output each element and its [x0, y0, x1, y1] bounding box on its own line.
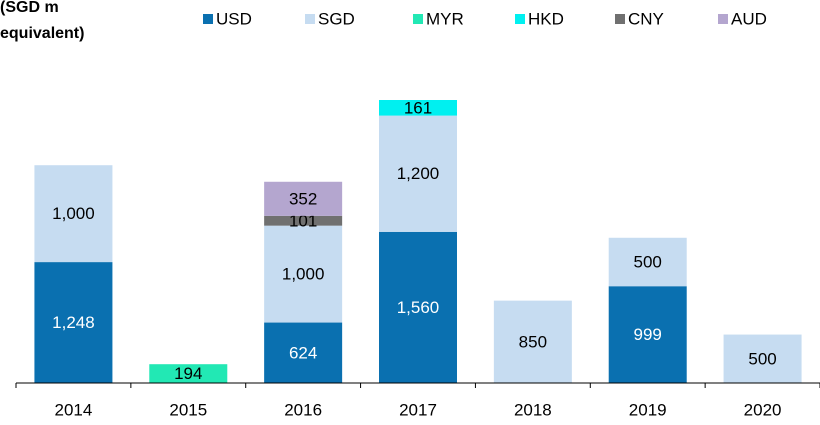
bar-segment	[379, 115, 457, 232]
legend-label: HKD	[528, 9, 564, 28]
x-tick-label: 2014	[55, 400, 93, 419]
legend-label: SGD	[318, 9, 355, 28]
data-label: 500	[748, 349, 776, 368]
bar-segment	[149, 364, 228, 383]
chart-title: equivalent)	[0, 25, 84, 42]
legend-swatch	[615, 14, 625, 24]
data-label: 1,560	[397, 298, 440, 317]
data-label: 1,000	[282, 265, 325, 284]
data-label: 1,248	[52, 313, 95, 332]
data-label: 850	[519, 332, 547, 351]
chart-title: (SGD m	[0, 0, 59, 16]
legend-label: MYR	[426, 9, 464, 28]
x-tick-label: 2018	[514, 400, 552, 419]
legend-swatch	[718, 14, 728, 24]
x-tick-label: 2020	[744, 400, 782, 419]
bar-segment	[264, 181, 343, 216]
data-label: 624	[289, 343, 317, 362]
bar-segment	[264, 215, 343, 226]
data-label: 500	[634, 252, 662, 271]
x-tick-label: 2019	[629, 400, 667, 419]
bar-segment	[379, 100, 457, 116]
bar-segment	[264, 225, 343, 323]
bar-segment	[34, 165, 113, 263]
legend-swatch	[413, 14, 423, 24]
x-tick-label: 2015	[169, 400, 207, 419]
legend-swatch	[203, 14, 213, 24]
legend-swatch	[305, 14, 315, 24]
legend-label: CNY	[628, 9, 664, 28]
x-tick-label: 2017	[399, 400, 437, 419]
data-label: 101	[289, 211, 317, 230]
x-tick-label: 2016	[284, 400, 322, 419]
legend-label: USD	[216, 9, 252, 28]
legend-swatch	[515, 14, 525, 24]
data-label: 1,200	[397, 164, 440, 183]
data-label: 194	[174, 364, 202, 383]
data-label: 352	[289, 189, 317, 208]
data-label: 161	[404, 98, 432, 117]
data-label: 1,000	[52, 204, 95, 223]
bar-segment	[608, 286, 687, 383]
bar-segment	[34, 262, 113, 383]
data-label: 999	[634, 325, 662, 344]
bar-segment	[608, 237, 687, 287]
bar-segment	[723, 334, 802, 383]
bar-segment	[379, 231, 457, 383]
legend-label: AUD	[731, 9, 767, 28]
bar-segment	[264, 322, 343, 383]
bar-segment	[493, 300, 572, 383]
